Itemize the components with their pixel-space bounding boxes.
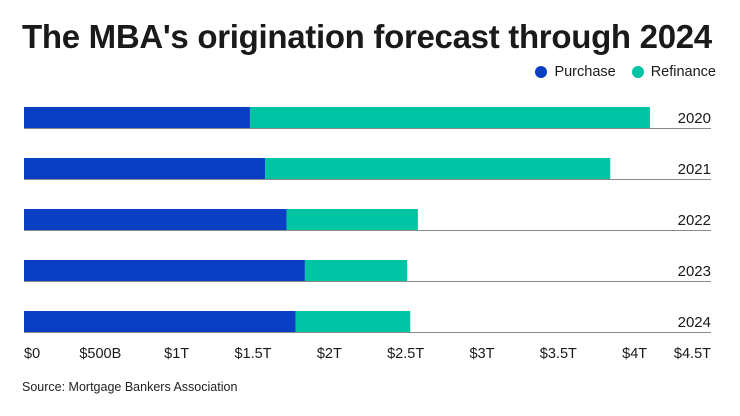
category-label-2022: 2022 <box>678 212 711 229</box>
bar-refinance-2023 <box>304 260 408 281</box>
bar-purchase-2023 <box>24 260 305 281</box>
bar-purchase-2022 <box>24 209 287 230</box>
legend-label-refinance: Refinance <box>650 64 716 80</box>
legend-swatch-purchase <box>535 66 548 78</box>
bar-purchase-2024 <box>24 311 296 332</box>
x-tick-label: $2T <box>317 346 342 362</box>
x-tick-label: $1T <box>164 346 189 362</box>
legend-label-purchase: Purchase <box>554 64 616 80</box>
bar-refinance-2020 <box>249 107 650 128</box>
x-tick-label: $2.5T <box>387 346 424 362</box>
legend-item-purchase: Purchase <box>535 64 616 80</box>
bar-refinance-2024 <box>295 311 411 332</box>
bar-purchase-2020 <box>24 107 250 128</box>
category-label-2020: 2020 <box>678 110 711 127</box>
legend: Purchase Refinance <box>519 64 716 80</box>
chart-title: The MBA's origination forecast through 2… <box>22 18 712 55</box>
bar-refinance-2021 <box>265 158 611 179</box>
x-tick-label: $4.5T <box>674 346 711 362</box>
x-tick-label: $4T <box>622 346 647 362</box>
x-tick-label: $500B <box>79 346 121 362</box>
category-label-2024: 2024 <box>678 314 711 331</box>
x-tick-label: $1.5T <box>234 346 271 362</box>
bar-purchase-2021 <box>24 158 266 179</box>
bar-refinance-2022 <box>286 209 418 230</box>
legend-item-refinance: Refinance <box>631 64 716 80</box>
category-label-2023: 2023 <box>678 263 711 280</box>
legend-swatch-refinance <box>631 66 644 78</box>
category-label-2021: 2021 <box>678 161 711 178</box>
x-tick-label: $3T <box>470 346 495 362</box>
x-tick-label: $3.5T <box>540 346 577 362</box>
x-tick-label: $0 <box>24 346 40 362</box>
source-note: Source: Mortgage Bankers Association <box>22 380 238 394</box>
